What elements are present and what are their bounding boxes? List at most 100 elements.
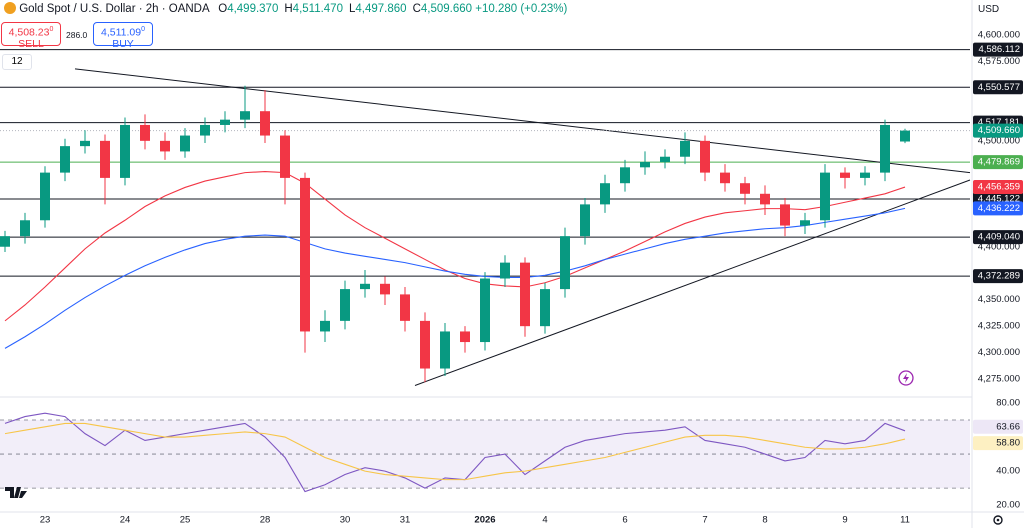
trendline bbox=[74, 68, 971, 174]
y-tick-label: 4,575.000 bbox=[978, 56, 1020, 67]
candle-body bbox=[300, 177, 310, 332]
y-tick-label: 4,500.000 bbox=[978, 135, 1020, 146]
settings-icon[interactable] bbox=[993, 515, 1003, 525]
y-tick-label: 4,325.000 bbox=[978, 321, 1020, 332]
candle-body bbox=[640, 162, 650, 168]
rsi-tick-label: 40.00 bbox=[996, 466, 1020, 477]
sell-price: 4,508.23 bbox=[8, 26, 50, 39]
symbol[interactable]: Gold Spot / U.S. Dollar · 2h · OANDA bbox=[19, 3, 210, 15]
candle-body bbox=[20, 220, 30, 237]
x-tick-label: 6 bbox=[622, 515, 627, 526]
y-tick-label: 4,275.000 bbox=[978, 374, 1020, 385]
candle-body bbox=[520, 262, 530, 327]
candle-body bbox=[280, 135, 290, 178]
level-label: 4,409.040 bbox=[978, 232, 1020, 243]
candle-body bbox=[360, 283, 370, 290]
candle-body bbox=[660, 156, 670, 163]
change: +10.280 (+0.23%) bbox=[475, 3, 568, 15]
moving-average bbox=[4, 207, 906, 349]
candle-body bbox=[480, 278, 490, 343]
buy-label: BUY bbox=[112, 37, 134, 50]
last-price-label-box bbox=[973, 123, 1023, 138]
ohlc-value: 4,497.860 bbox=[355, 3, 407, 15]
candle-body bbox=[60, 146, 70, 173]
y-tick-label: 4,400.000 bbox=[978, 241, 1020, 252]
candle-body bbox=[860, 172, 870, 178]
level-label: 4,479.869 bbox=[978, 157, 1020, 168]
symbol-icon bbox=[4, 2, 16, 14]
axis: 4,600.000 4,575.000 4,500.000 4,400.000 4,35… bbox=[40, 29, 1023, 526]
rsi-tick-label: 20.00 bbox=[996, 500, 1020, 511]
moving-average bbox=[4, 171, 906, 322]
rsi-label: 58.80 bbox=[996, 438, 1020, 449]
candle-body bbox=[240, 111, 250, 120]
buy-price: 4,511.09 bbox=[101, 26, 142, 39]
x-tick-label: 8 bbox=[762, 515, 767, 526]
level-label: 4,517.181 bbox=[978, 117, 1020, 128]
tradingview-logo bbox=[5, 487, 27, 498]
ohlc-key: L bbox=[348, 3, 356, 15]
y-tick-label: 4,600.000 bbox=[978, 29, 1020, 40]
candle-body bbox=[460, 331, 470, 343]
ohlc-value: 4,499.370 bbox=[227, 3, 279, 15]
x-tick-label: 24 bbox=[120, 515, 131, 526]
spread: 286.0 bbox=[66, 30, 88, 40]
candle-body bbox=[600, 183, 610, 205]
candle-body bbox=[440, 331, 450, 369]
candle-body bbox=[100, 140, 110, 178]
candle-body bbox=[820, 172, 830, 221]
level-label-box bbox=[973, 155, 1023, 170]
rsi-line bbox=[4, 412, 906, 493]
x-tick-label: 28 bbox=[260, 515, 271, 526]
level-label: 4,550.577 bbox=[978, 82, 1020, 93]
rsi-line bbox=[4, 422, 906, 481]
ma-label: 4,436.222 bbox=[978, 203, 1020, 214]
rsi-tick-label: 80.00 bbox=[996, 397, 1020, 408]
currency[interactable]: USD bbox=[978, 4, 1000, 15]
y-tick-label: 4,300.000 bbox=[978, 347, 1020, 358]
indicator-count: 12 bbox=[11, 56, 23, 67]
candle-body bbox=[500, 262, 510, 279]
buy-button[interactable]: 4,511.090 BUY bbox=[93, 22, 153, 49]
indicators-toggle[interactable]: 12 bbox=[2, 54, 32, 70]
buy-price-sup: 0 bbox=[141, 26, 145, 33]
candle-body bbox=[420, 320, 430, 369]
candle-body bbox=[800, 220, 810, 226]
sell-price-sup: 0 bbox=[49, 26, 54, 33]
x-tick-label: 4 bbox=[542, 515, 547, 526]
ma-label-box bbox=[973, 180, 1023, 195]
candle-body bbox=[260, 111, 270, 136]
candle-body bbox=[400, 294, 410, 321]
level-label: 4,372.289 bbox=[978, 271, 1020, 282]
ohlc-key: O bbox=[218, 3, 228, 15]
rsi-label-box bbox=[973, 436, 1023, 451]
symbol-header: Gold Spot / U.S. Dollar · 2h · OANDA O4,… bbox=[4, 2, 567, 15]
x-tick-label: 31 bbox=[400, 515, 411, 526]
sell-button[interactable]: 4,508.230 SELL bbox=[1, 22, 61, 49]
candle-body bbox=[180, 135, 190, 152]
candle-body bbox=[80, 140, 90, 147]
candle-body bbox=[740, 183, 750, 194]
candle-body bbox=[160, 140, 170, 152]
ohlc-value: 4,511.470 bbox=[292, 3, 343, 15]
rsi-pane bbox=[0, 419, 970, 489]
candle-body bbox=[0, 236, 10, 247]
level-label-box bbox=[973, 230, 1023, 245]
rsi-label: 63.66 bbox=[996, 421, 1020, 432]
x-tick-label: 7 bbox=[702, 515, 707, 526]
candle-body bbox=[220, 119, 230, 125]
level-label: 4,586.112 bbox=[978, 44, 1020, 55]
ma-label-box bbox=[973, 201, 1023, 216]
candle-body bbox=[540, 289, 550, 327]
ohlc-key: C bbox=[412, 3, 421, 15]
candle-body bbox=[40, 172, 50, 221]
candle-body bbox=[320, 320, 330, 332]
x-tick-label: 11 bbox=[900, 515, 910, 526]
level-label: 4,445.122 bbox=[978, 193, 1020, 204]
ohlc-key: H bbox=[284, 3, 293, 15]
x-tick-label: 2026 bbox=[474, 515, 495, 526]
candle-body bbox=[340, 289, 350, 321]
plot bbox=[0, 49, 971, 493]
